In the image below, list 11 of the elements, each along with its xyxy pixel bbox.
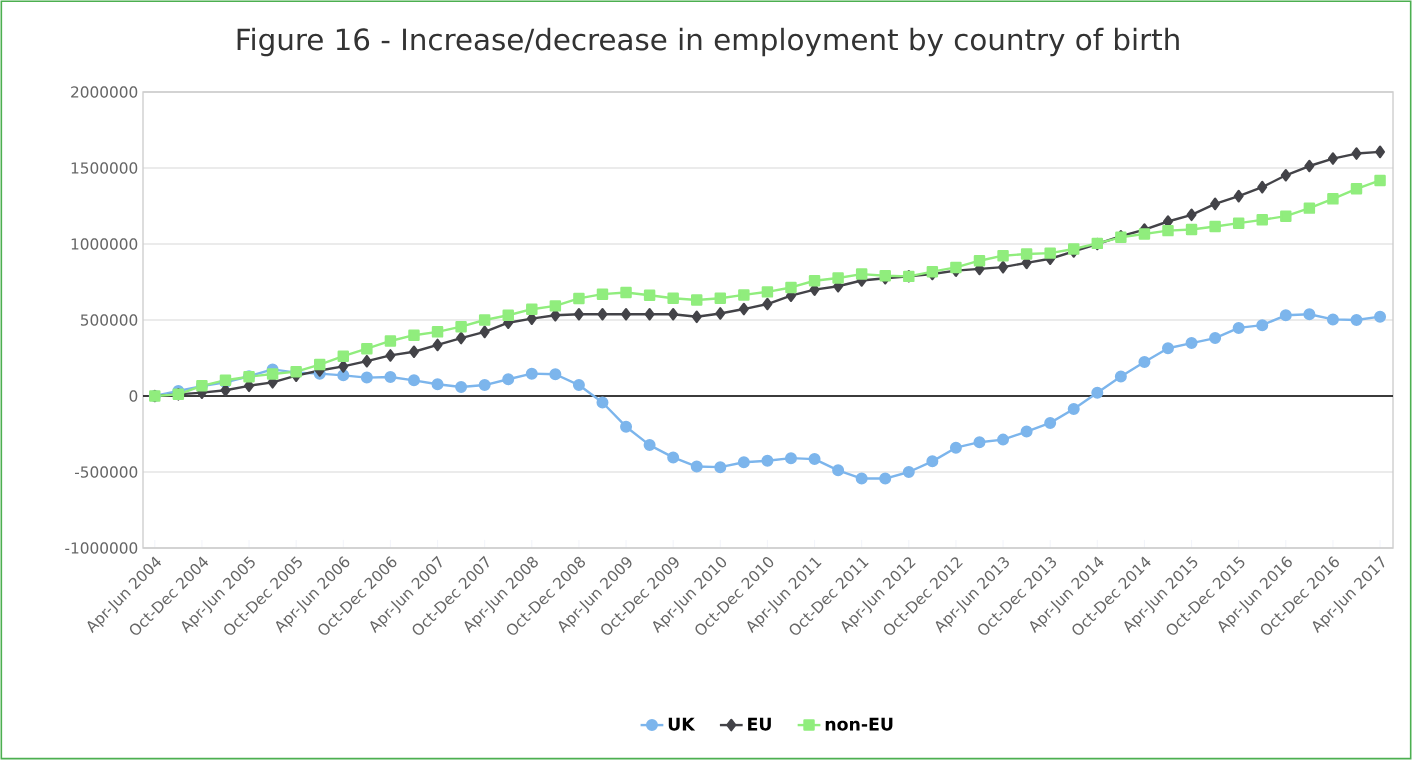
chart-title: Figure 16 - Increase/decrease in employment by country of birth xyxy=(237,27,1179,57)
y-tick-label: 0 xyxy=(129,390,138,402)
y-tick-label: 500000 xyxy=(80,314,138,326)
legend-label: EU xyxy=(748,717,771,731)
y-tick-label: -500000 xyxy=(74,466,138,478)
legend-label: UK xyxy=(668,717,696,731)
y-tick-label: 1500000 xyxy=(71,162,138,174)
legend-label: non-EU xyxy=(825,717,893,731)
y-tick-label: 1000000 xyxy=(71,238,138,250)
y-tick-label: -1000000 xyxy=(65,542,138,554)
y-tick-label: 2000000 xyxy=(71,86,138,98)
